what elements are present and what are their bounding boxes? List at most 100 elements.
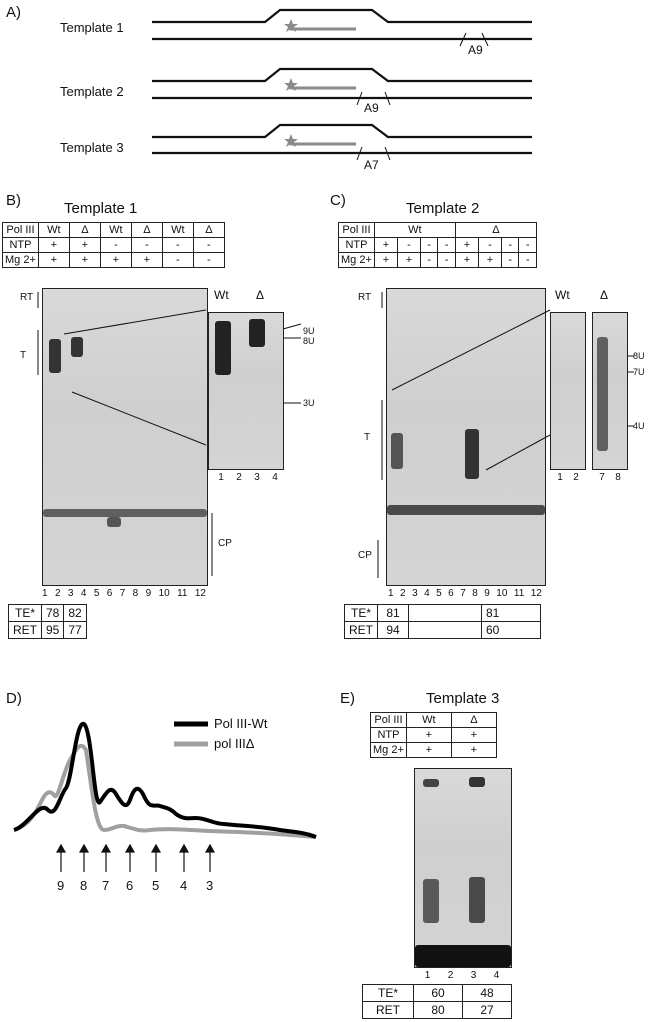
gel-c-inset-delta — [592, 312, 628, 470]
region-cp: CP — [218, 538, 232, 549]
arrow-label: 8 — [80, 878, 88, 893]
panel-c-efficiency-table: TE* 81 81 RET 94 60 — [344, 604, 541, 639]
inset-c-mark-7u: 7U — [633, 367, 645, 377]
row-label-pol: Pol III — [338, 222, 375, 238]
gel-band — [49, 339, 61, 373]
arrow-label: 3 — [206, 878, 214, 893]
group-label: Δ — [130, 222, 163, 238]
ntp-cell: + — [68, 237, 101, 253]
template-2-site: A9 — [364, 101, 379, 115]
group-label: Wt — [37, 222, 70, 238]
region-t: T — [20, 350, 27, 361]
panel-b-title: Template 1 — [64, 200, 138, 217]
ntp-cell: + — [37, 237, 70, 253]
te-label: TE* — [8, 604, 42, 622]
inset-c-mark-4u: 4U — [633, 421, 645, 431]
gel-band — [43, 509, 207, 517]
te-value: 82 — [63, 604, 87, 622]
ntp-cell: - — [130, 237, 163, 253]
arrow-label: 4 — [180, 878, 188, 893]
mg-cell: + — [68, 252, 101, 268]
mg-cell: - — [192, 252, 225, 268]
inset-b-mark-3u: 3U — [303, 398, 315, 408]
group-label: Wt — [99, 222, 132, 238]
gel-e-lane-numbers: 1 2 3 4 — [424, 970, 500, 981]
inset-c-delta-lanes: 7 8 — [599, 472, 621, 483]
gel-c-lane-numbers: 1 2 3 4 5 6 7 8 9 10 11 12 — [388, 588, 542, 599]
mg-cell: - — [161, 252, 194, 268]
panel-d-label: D) — [6, 690, 22, 707]
panel-e-conditions: Pol III Wt Δ NTP + + Mg 2+ + + — [370, 712, 497, 758]
group-label: Δ — [454, 222, 537, 238]
gel-band — [469, 777, 485, 787]
panel-e-efficiency-table: TE* 60 48 RET 80 27 — [362, 984, 512, 1019]
group-label: Δ — [192, 222, 225, 238]
mg-cell: + — [37, 252, 70, 268]
gel-band — [215, 321, 231, 375]
re-value: 77 — [63, 621, 87, 639]
gel-c-inset-wt — [550, 312, 586, 470]
panel-c-label: C) — [330, 192, 346, 209]
inset-c-wt-lanes: 1 2 — [557, 472, 579, 483]
panel-b-efficiency-table: TE* 78 82 RET 95 77 — [8, 604, 87, 639]
template-3-site: A7 — [364, 158, 379, 172]
gel-band — [71, 337, 83, 357]
region-t: T — [364, 432, 371, 443]
inset-b-group-wt: Wt — [214, 288, 229, 302]
ntp-cell: - — [161, 237, 194, 253]
inset-b-group-delta: Δ — [256, 288, 265, 302]
gel-band — [597, 337, 608, 451]
inset-c-group-wt: Wt — [555, 288, 570, 302]
inset-b-lanes: 1 2 3 4 — [218, 472, 278, 483]
gel-band — [391, 433, 403, 469]
densitometry-trace — [13, 721, 317, 872]
gel-b-main — [42, 288, 208, 586]
region-cp: CP — [358, 550, 372, 561]
gel-band — [107, 517, 121, 527]
gel-band — [469, 877, 485, 923]
gel-b-inset — [208, 312, 284, 470]
legend-delta-label: pol IIIΔ — [214, 736, 255, 751]
ntp-cell: - — [99, 237, 132, 253]
arrow-label: 7 — [102, 878, 110, 893]
inset-b-mark-9u: 9U — [303, 326, 315, 336]
region-rt: RT — [20, 292, 34, 303]
inset-c-mark-8u: 8U — [633, 351, 645, 361]
row-label-ntp: NTP — [338, 237, 375, 253]
trace-delta — [13, 743, 317, 839]
arrow-label: 5 — [152, 878, 160, 893]
group-label: Wt — [373, 222, 456, 238]
gel-band — [415, 945, 511, 967]
panel-c-title: Template 2 — [406, 200, 480, 217]
group-label: Wt — [161, 222, 194, 238]
template-1-site: A9 — [468, 43, 483, 57]
panel-a-label: A) — [6, 4, 21, 21]
panel-e-title: Template 3 — [426, 690, 500, 707]
row-label-mg: Mg 2+ — [2, 252, 39, 268]
template-1-label: Template 1 — [60, 20, 124, 35]
gel-band — [423, 779, 439, 787]
panel-c-conditions: Pol III Wt Δ NTP + - -- + - -- Mg 2+ + + --… — [338, 222, 537, 268]
gel-c-main — [386, 288, 546, 586]
row-label-mg: Mg 2+ — [338, 252, 375, 268]
arrow-label: 9 — [57, 878, 65, 893]
gel-band — [465, 429, 479, 479]
row-label-ntp: NTP — [2, 237, 39, 253]
template-3-label: Template 3 — [60, 140, 124, 155]
gel-b-guides — [37, 292, 302, 576]
panel-b-conditions: Pol III Wt Δ Wt Δ Wt Δ NTP + + - - - - M… — [2, 222, 225, 268]
gel-band — [423, 879, 439, 923]
re-label: RET — [8, 621, 42, 639]
panel-b-label: B) — [6, 192, 21, 209]
te-value: 78 — [40, 604, 65, 622]
group-label: Δ — [68, 222, 101, 238]
mg-cell: + — [130, 252, 163, 268]
gel-band — [249, 319, 265, 347]
region-rt: RT — [358, 292, 372, 303]
gel-b-lane-numbers: 1 2 3 4 5 6 7 8 9 10 11 12 — [42, 588, 206, 599]
legend-wt-label: Pol III-Wt — [214, 716, 268, 731]
arrow-label: 6 — [126, 878, 134, 893]
template-2-label: Template 2 — [60, 84, 124, 99]
inset-b-mark-8u: 8U — [303, 336, 315, 346]
panel-e-label: E) — [340, 690, 355, 707]
